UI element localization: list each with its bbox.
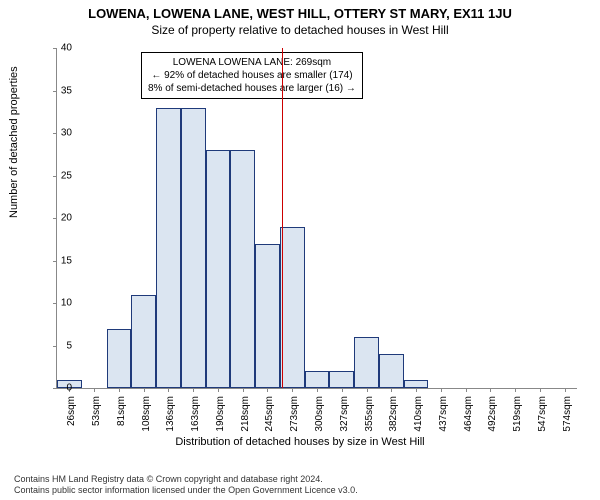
- histogram-bar: [255, 244, 280, 389]
- x-tick: [342, 388, 343, 392]
- histogram-bar: [329, 371, 354, 388]
- x-tick-label: 492sqm: [487, 396, 498, 432]
- x-tick: [490, 388, 491, 392]
- histogram-bar: [379, 354, 404, 388]
- x-tick: [94, 388, 95, 392]
- x-tick: [119, 388, 120, 392]
- histogram-bar: [280, 227, 305, 389]
- histogram-bar: [131, 295, 156, 389]
- x-tick-label: 547sqm: [537, 396, 548, 432]
- chart-area: 26sqm53sqm81sqm108sqm136sqm163sqm190sqm2…: [56, 48, 576, 388]
- y-axis-label: Number of detached properties: [8, 66, 20, 218]
- x-tick: [391, 388, 392, 392]
- histogram-bar: [107, 329, 132, 389]
- histogram-bar: [354, 337, 379, 388]
- x-tick: [267, 388, 268, 392]
- y-tick-label: 25: [48, 170, 72, 181]
- reference-line: [282, 48, 283, 388]
- x-tick: [367, 388, 368, 392]
- x-tick-label: 245sqm: [264, 396, 275, 432]
- x-tick-label: 410sqm: [413, 396, 424, 432]
- annotation-line-2: ← 92% of detached houses are smaller (17…: [148, 69, 356, 82]
- x-tick-label: 26sqm: [66, 396, 77, 426]
- footer-line-1: Contains HM Land Registry data © Crown c…: [14, 474, 358, 485]
- y-tick-label: 40: [48, 43, 72, 54]
- x-tick: [168, 388, 169, 392]
- x-tick-label: 81sqm: [116, 396, 127, 426]
- y-tick-label: 20: [48, 213, 72, 224]
- x-tick-label: 464sqm: [463, 396, 474, 432]
- x-tick-label: 218sqm: [240, 396, 251, 432]
- x-tick-label: 382sqm: [388, 396, 399, 432]
- y-tick-label: 5: [48, 340, 72, 351]
- x-tick: [466, 388, 467, 392]
- x-tick-label: 273sqm: [289, 396, 300, 432]
- x-tick-label: 190sqm: [215, 396, 226, 432]
- y-tick-label: 15: [48, 255, 72, 266]
- x-tick: [515, 388, 516, 392]
- x-tick-label: 519sqm: [512, 396, 523, 432]
- y-tick-label: 10: [48, 298, 72, 309]
- x-tick-label: 108sqm: [141, 396, 152, 432]
- x-axis-label: Distribution of detached houses by size …: [0, 436, 600, 448]
- main-title: LOWENA, LOWENA LANE, WEST HILL, OTTERY S…: [0, 0, 600, 21]
- chart-container: LOWENA, LOWENA LANE, WEST HILL, OTTERY S…: [0, 0, 600, 500]
- x-tick: [144, 388, 145, 392]
- histogram-bar: [181, 108, 206, 389]
- x-tick-label: 300sqm: [314, 396, 325, 432]
- histogram-bar: [230, 150, 255, 388]
- x-tick-label: 163sqm: [190, 396, 201, 432]
- histogram-bar: [156, 108, 181, 389]
- footer-text: Contains HM Land Registry data © Crown c…: [14, 474, 358, 496]
- sub-title: Size of property relative to detached ho…: [0, 21, 600, 37]
- y-tick-label: 35: [48, 85, 72, 96]
- y-tick-label: 30: [48, 128, 72, 139]
- x-tick-label: 327sqm: [339, 396, 350, 432]
- x-tick: [243, 388, 244, 392]
- annotation-box: LOWENA LOWENA LANE: 269sqm← 92% of detac…: [141, 52, 363, 99]
- histogram-bar: [206, 150, 231, 388]
- x-tick-label: 53sqm: [91, 396, 102, 426]
- y-tick-label: 0: [48, 383, 72, 394]
- x-tick: [193, 388, 194, 392]
- annotation-line-3: 8% of semi-detached houses are larger (1…: [148, 82, 356, 95]
- x-tick: [441, 388, 442, 392]
- x-tick-label: 355sqm: [364, 396, 375, 432]
- x-tick-label: 574sqm: [562, 396, 573, 432]
- footer-line-2: Contains public sector information licen…: [14, 485, 358, 496]
- annotation-line-1: LOWENA LOWENA LANE: 269sqm: [148, 56, 356, 69]
- x-tick: [565, 388, 566, 392]
- plot-area: 26sqm53sqm81sqm108sqm136sqm163sqm190sqm2…: [56, 48, 577, 389]
- histogram-bar: [404, 380, 429, 389]
- histogram-bar: [305, 371, 330, 388]
- x-tick: [540, 388, 541, 392]
- x-tick: [416, 388, 417, 392]
- x-tick-label: 136sqm: [165, 396, 176, 432]
- x-tick: [317, 388, 318, 392]
- x-tick: [292, 388, 293, 392]
- x-tick-label: 437sqm: [438, 396, 449, 432]
- x-tick: [218, 388, 219, 392]
